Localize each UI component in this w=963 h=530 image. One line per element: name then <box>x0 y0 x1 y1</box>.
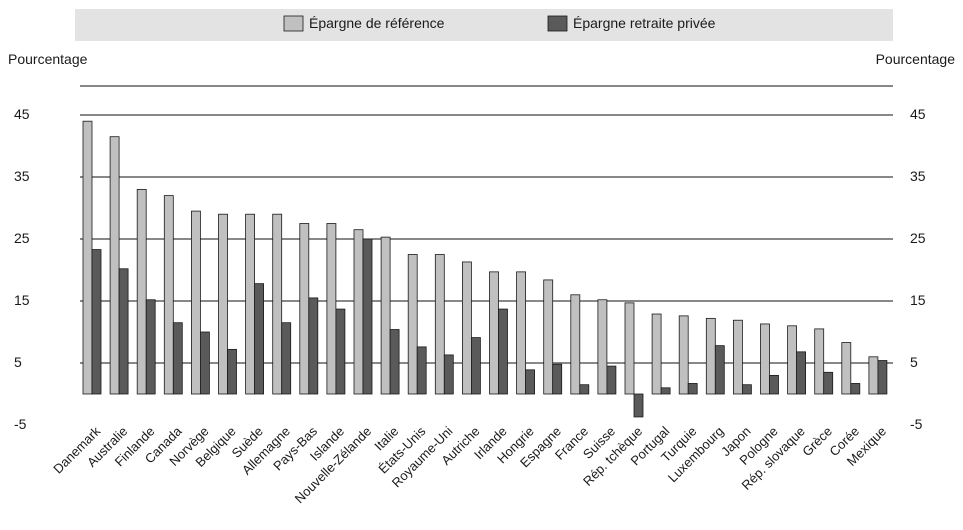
bar-private <box>498 308 508 395</box>
bar-reference <box>651 313 662 395</box>
bar-private <box>850 383 861 395</box>
x-axis-categories: DanemarkAustralieFinlandeCanadaNorvègeBe… <box>50 423 889 506</box>
bar-private <box>660 387 671 395</box>
y-axis-label-right: Pourcentage <box>876 51 956 67</box>
bar-reference <box>218 213 228 395</box>
legend-swatch-reference <box>283 15 304 32</box>
bar-private <box>633 393 644 418</box>
bar-reference <box>299 223 310 395</box>
bar-private <box>199 331 210 395</box>
y-tick-label-right: -5 <box>910 416 923 432</box>
bar-private <box>362 238 373 395</box>
legend-label-private: Épargne retraite privée <box>573 15 716 31</box>
bar-reference <box>868 356 879 395</box>
bar-private <box>227 348 237 395</box>
y-tick-label-left: 15 <box>14 292 30 308</box>
bar-reference <box>705 317 716 395</box>
bar-reference <box>733 319 743 395</box>
bar-reference <box>461 261 472 395</box>
bar-private <box>254 283 265 395</box>
y-tick-label-right: 45 <box>910 106 926 122</box>
legend: Épargne de référence Épargne retraite pr… <box>75 9 893 41</box>
bar-private <box>443 354 454 395</box>
y-tick-label-right: 25 <box>910 230 926 246</box>
bar-reference <box>787 325 797 395</box>
bar-private <box>416 346 427 395</box>
bar-reference <box>489 271 499 395</box>
legend-swatch-private <box>547 15 568 32</box>
bar-private <box>470 337 481 395</box>
y-tick-label-left: -5 <box>14 416 27 432</box>
bar-reference <box>245 213 256 395</box>
bar-private <box>606 365 617 395</box>
y-axis-label-left: Pourcentage <box>8 51 88 67</box>
y-tick-label-right: 5 <box>910 354 918 370</box>
bar-reference <box>760 323 770 395</box>
bar-private <box>389 329 400 395</box>
bar-private <box>172 322 183 395</box>
bar-private <box>687 383 698 395</box>
bar-reference <box>678 315 689 395</box>
bar-reference <box>136 188 147 395</box>
y-axis-ticks: -5 -5 5 5 15 15 25 25 35 35 45 45 <box>14 106 926 432</box>
bar-reference <box>380 236 391 395</box>
bar-reference <box>434 254 445 395</box>
bar-reference <box>597 299 608 395</box>
bar-reference <box>814 328 825 395</box>
bar-private <box>308 297 319 395</box>
bar-private <box>742 384 752 395</box>
gridlines <box>80 85 893 364</box>
legend-background <box>75 9 893 41</box>
bar-reference <box>82 120 93 395</box>
bar-reference <box>841 342 852 395</box>
y-tick-label-left: 35 <box>14 168 30 184</box>
bar-reference <box>543 279 554 395</box>
bar-reference <box>353 229 364 395</box>
legend-label-reference: Épargne de référence <box>309 15 445 31</box>
y-tick-label-left: 5 <box>14 354 22 370</box>
bar-private <box>552 363 563 395</box>
y-tick-label-right: 35 <box>910 168 926 184</box>
bars <box>82 120 888 418</box>
y-tick-label-right: 15 <box>910 292 926 308</box>
y-tick-label-left: 45 <box>14 106 30 122</box>
bar-private <box>91 249 102 395</box>
x-category-label: Grèce <box>799 424 835 460</box>
bar-private <box>525 369 535 395</box>
bar-private <box>714 345 725 395</box>
bar-private <box>145 299 156 395</box>
y-tick-label-left: 25 <box>14 230 30 246</box>
bar-reference <box>326 223 337 395</box>
bar-private <box>281 322 292 395</box>
bar-reference <box>407 254 418 395</box>
bar-private <box>769 374 779 395</box>
bar-reference <box>516 271 526 395</box>
bar-private <box>118 268 129 395</box>
bar-private <box>579 384 590 395</box>
bar-reference <box>624 302 635 395</box>
bar-private <box>877 360 888 395</box>
bar-reference <box>272 213 283 395</box>
bar-reference <box>163 195 174 395</box>
bar-private <box>823 371 834 395</box>
bar-reference <box>570 294 581 395</box>
bar-private <box>796 351 806 395</box>
bar-private <box>335 308 346 395</box>
bar-reference <box>190 210 201 395</box>
bar-reference <box>109 136 120 395</box>
